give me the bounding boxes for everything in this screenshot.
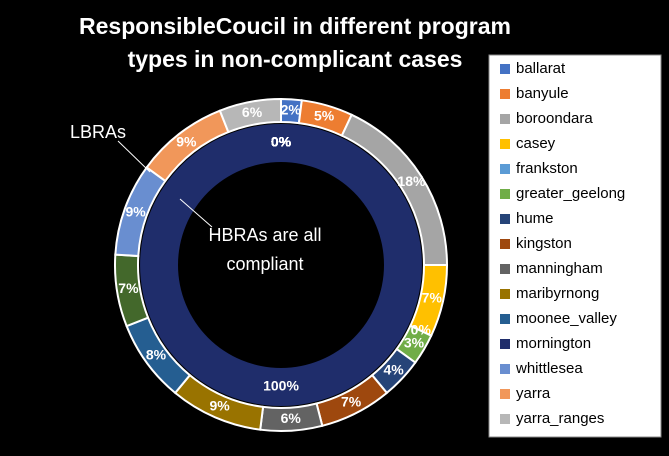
- data-label: 6%: [281, 410, 302, 426]
- legend-label: banyule: [516, 85, 569, 102]
- legend-label: mornington: [516, 335, 591, 352]
- legend-label: whittlesea: [515, 360, 583, 377]
- data-label: 8%: [146, 347, 167, 363]
- legend-label: frankston: [516, 160, 578, 177]
- data-label: 7%: [341, 393, 362, 409]
- data-label: 6%: [242, 104, 263, 120]
- annotation-line: [179, 198, 213, 228]
- legend-label: hume: [516, 210, 554, 227]
- data-label: 5%: [314, 107, 335, 123]
- data-label: 0%: [271, 134, 292, 150]
- data-label: 9%: [176, 134, 197, 150]
- data-label: 0%: [271, 134, 292, 150]
- legend-label: moonee_valley: [516, 310, 617, 327]
- data-label: 0%: [271, 134, 292, 150]
- data-label: 4%: [384, 361, 405, 377]
- legend-swatch: [500, 289, 510, 299]
- legend-label: manningham: [516, 260, 603, 277]
- legend-label: ballarat: [516, 60, 566, 77]
- data-label: 2%: [281, 102, 302, 118]
- data-label: 0%: [271, 134, 292, 150]
- legend: [488, 54, 662, 438]
- data-label: 3%: [404, 334, 425, 350]
- data-label: 0%: [271, 134, 292, 150]
- segment: [218, 97, 282, 134]
- data-labels: 0%0%0%0%0%0%0%0%0%0%0%100%0%0%0%2% 5%18%7…: [118, 102, 442, 426]
- legend-swatch: [500, 264, 510, 274]
- legend-swatch: [500, 314, 510, 324]
- data-label: 0%: [271, 134, 292, 150]
- annotation-line: [117, 140, 151, 173]
- legend-label: greater_geelong: [516, 185, 625, 202]
- legend-swatch: [500, 114, 510, 124]
- legend-swatch: [500, 89, 510, 99]
- data-label: 9%: [126, 203, 147, 219]
- data-label: 9%: [210, 397, 231, 413]
- legend-swatch: [500, 189, 510, 199]
- rings: [114, 97, 449, 432]
- data-label: 0%: [271, 134, 292, 150]
- data-label: 0%: [271, 134, 292, 150]
- legend-label: boroondara: [516, 110, 593, 127]
- legend-swatch: [500, 214, 510, 224]
- data-label: 18%: [397, 173, 426, 189]
- data-label: 0%: [271, 134, 292, 150]
- legend-label: yarra_ranges: [516, 410, 604, 427]
- data-label: 0%: [271, 134, 292, 150]
- chart-title: ResponsibleCoucil in different program ty…: [79, 13, 511, 72]
- legend-label: casey: [516, 135, 556, 152]
- legend-label: maribyrnong: [516, 285, 599, 302]
- annotation: compliant: [226, 254, 303, 274]
- annotation: HBRAs are all: [208, 225, 321, 245]
- data-label: 0%: [271, 134, 292, 150]
- legend-swatch: [500, 339, 510, 349]
- legend-swatch: [500, 139, 510, 149]
- legend-label: kingston: [516, 235, 572, 252]
- legend-swatch: [500, 389, 510, 399]
- legend-label: yarra: [516, 385, 551, 402]
- legend-swatch: [500, 64, 510, 74]
- data-label: 0%: [271, 134, 292, 150]
- data-label: 100%: [263, 378, 299, 394]
- legend-swatch: [500, 414, 510, 424]
- legend-swatch: [500, 164, 510, 174]
- legend-swatch: [500, 364, 510, 374]
- data-label: 0%: [411, 321, 432, 337]
- data-label: 0%: [271, 134, 292, 150]
- data-label: 7%: [422, 289, 443, 305]
- legend-swatch: [500, 239, 510, 249]
- data-label: 0%: [271, 134, 292, 150]
- data-label: 7%: [118, 280, 139, 296]
- annotation: LBRAs: [70, 122, 126, 142]
